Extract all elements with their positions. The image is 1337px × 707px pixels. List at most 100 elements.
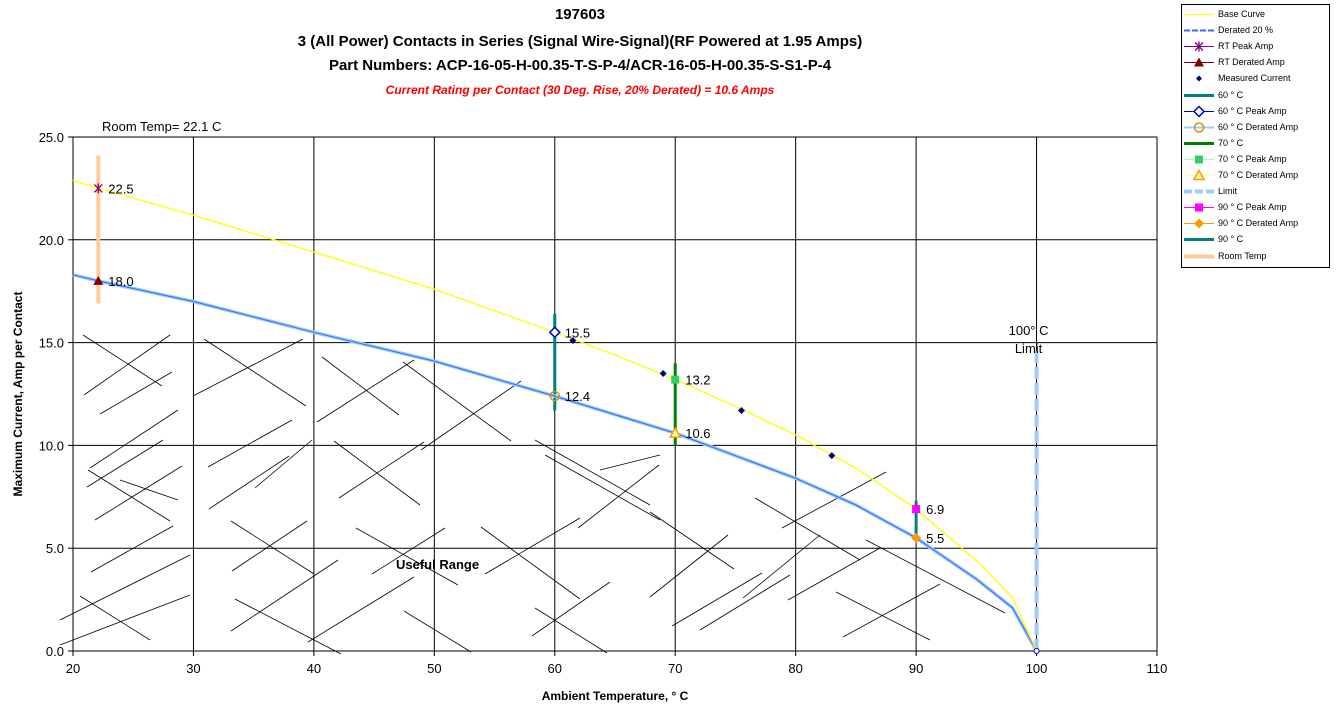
measured-point: [828, 452, 836, 460]
legend-label: 70 ° C Peak Amp: [1218, 153, 1287, 164]
legend: Base Curve Derated 20 % RT Peak Amp RT Dera…: [1181, 4, 1330, 268]
hatch-line: [82, 334, 163, 387]
legend-swatch-marker: [1192, 105, 1206, 118]
legend-swatch: [1184, 238, 1214, 242]
hatch-line: [787, 547, 881, 601]
legend-swatch: [1184, 29, 1214, 32]
chart-subtitle-1: 3 (All Power) Contacts in Series (Signal…: [297, 33, 863, 50]
legend-swatch-marker: [1195, 155, 1203, 164]
hatch-line: [230, 520, 315, 575]
room-temp-annotation: Room Temp= 22.1 C: [102, 119, 221, 134]
point-70-c-peak-amp: [671, 375, 680, 384]
x-tick-label: 30: [186, 661, 200, 676]
hatch-line: [89, 409, 179, 469]
hatch-line: [333, 440, 421, 506]
legend-swatch-marker: [1196, 75, 1202, 82]
data-label: 6.9: [926, 502, 944, 517]
x-tick-label: 60: [548, 661, 562, 676]
hatch-line: [402, 361, 512, 442]
legend-label: 90 ° C Derated Amp: [1218, 218, 1299, 229]
legend-swatch: [1184, 121, 1214, 133]
data-label: 10.6: [685, 426, 710, 441]
hatch-line: [534, 607, 608, 654]
point-60-c-peak-amp: [548, 326, 561, 339]
legend-swatch-marker: [1194, 41, 1204, 52]
hatch-line: [94, 465, 183, 521]
legend-item: 70 ° C Peak Amp: [1182, 153, 1331, 166]
legend-swatch-marker: [1194, 57, 1204, 67]
legend-item: 90 ° C Derated Amp: [1182, 217, 1331, 230]
hatch-line: [403, 610, 472, 653]
hatch-line: [699, 574, 791, 631]
legend-swatch-marker: [1192, 169, 1206, 181]
hatch-line: [192, 338, 304, 397]
y-tick-label: 20.0: [39, 233, 64, 248]
legend-item: 60 ° C: [1182, 89, 1331, 102]
x-tick-label: 40: [307, 661, 321, 676]
legend-item: Limit: [1182, 185, 1331, 198]
chart-title: 197603: [554, 6, 606, 23]
axes: 20 30 40 50 60 70 80 90 100 110 0.0 5.0 10.0 15.0 20.0…: [39, 130, 1168, 676]
current-rating-note: Current Rating per Contact (30 Deg. Rise…: [385, 83, 775, 97]
useful-range-label: Useful Range: [396, 557, 479, 572]
legend-swatch: [1184, 254, 1214, 258]
hatch-line: [87, 469, 171, 522]
hatch-line: [59, 554, 191, 621]
legend-item: 60 ° C Peak Amp: [1182, 105, 1331, 118]
legend-label: Derated 20 %: [1218, 25, 1274, 36]
legend-item: 90 ° C: [1182, 233, 1331, 246]
point-rt-peak-amp: [93, 183, 103, 194]
y-tick-label: 15.0: [39, 336, 64, 351]
x-tick-label: 20: [66, 661, 80, 676]
x-tick-label: 50: [427, 661, 441, 676]
hatch-line: [208, 455, 290, 510]
legend-swatch-marker: [1194, 218, 1204, 229]
y-tick-label: 5.0: [46, 541, 64, 556]
point-60-c-derated-amp: [549, 390, 561, 402]
legend-label: 90 ° C: [1218, 234, 1244, 245]
hatch-line: [307, 576, 415, 643]
legend-swatch: [1184, 141, 1214, 145]
legend-item: Base Curve: [1182, 8, 1331, 21]
hatch-line: [230, 559, 339, 632]
legend-label: 70 ° C Derated Amp: [1218, 170, 1299, 180]
useful-range-hatching: [59, 334, 1006, 655]
legend-swatch-marker: [1195, 203, 1203, 212]
hatch-line: [671, 572, 763, 627]
legend-swatch: [1184, 41, 1214, 52]
hatch-line: [59, 594, 191, 646]
legend-swatch: [1184, 189, 1214, 194]
measured-point: [737, 406, 745, 414]
legend-swatch: [1184, 203, 1214, 212]
point-90-c-peak-amp: [912, 505, 921, 514]
legend-item: 60 ° C Derated Amp: [1182, 121, 1331, 134]
legend-swatch: [1184, 169, 1214, 181]
x-tick-label: 70: [668, 661, 682, 676]
legend-label: Measured Current: [1218, 73, 1291, 84]
hatch-line: [371, 527, 446, 575]
y-tick-label: 10.0: [39, 438, 64, 453]
data-label: 13.2: [685, 373, 710, 388]
legend-swatch: [1184, 155, 1214, 164]
plot-area: [73, 137, 1157, 651]
hatch-line: [742, 534, 821, 599]
hatch-line: [203, 338, 307, 407]
legend-swatch: [1184, 57, 1214, 67]
points: 22.5 18.0 15.5 12.4 13.2 10.6 6.9 5.5: [93, 181, 1040, 654]
limit-zero-point: [1033, 648, 1040, 654]
legend-label: Limit: [1218, 186, 1238, 197]
hatch-line: [599, 454, 661, 471]
chart-plot: 20 30 40 50 60 70 80 90 100 110 0.0 5.0 10.0 15.0 20.0…: [11, 119, 1168, 703]
hatch-line: [321, 356, 400, 416]
legend-item: RT Peak Amp: [1182, 40, 1331, 53]
chart-subtitle-2: Part Numbers: ACP-16-05-H-00.35-T-S-P-4/…: [328, 57, 832, 74]
legend-item: RT Derated Amp: [1182, 56, 1331, 69]
x-tick-label: 110: [1147, 661, 1168, 676]
limit-annotation-line2: Limit: [1015, 341, 1043, 356]
hatch-line: [79, 595, 151, 641]
legend-label: Base Curve: [1218, 9, 1266, 19]
legend-swatch: [1184, 14, 1214, 15]
hatch-line: [534, 439, 651, 506]
point-90-c-derated-amp: [911, 532, 922, 543]
legend-label: 60 ° C Peak Amp: [1218, 105, 1287, 116]
